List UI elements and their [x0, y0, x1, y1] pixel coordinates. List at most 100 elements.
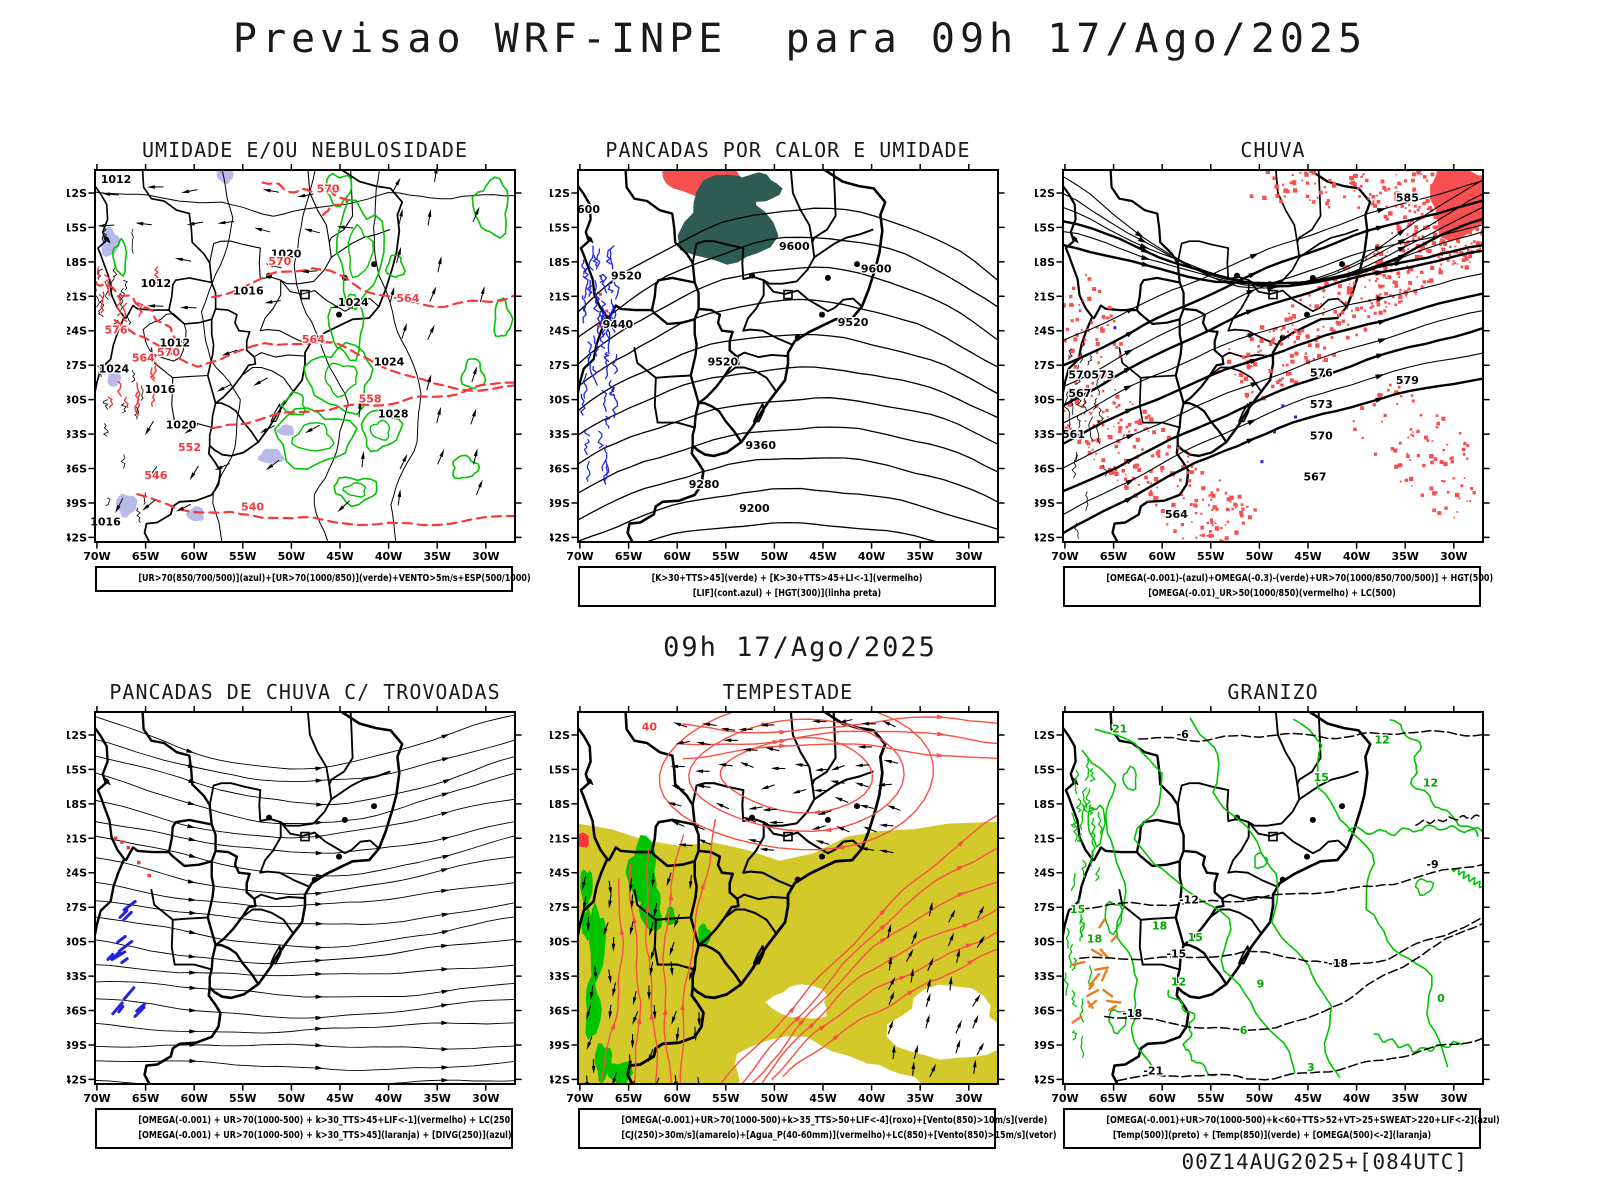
svg-text:45W: 45W [809, 1092, 836, 1105]
svg-text:42S: 42S [550, 531, 570, 544]
svg-text:55W: 55W [712, 550, 739, 563]
panel-title-chuva: CHUVA [1240, 138, 1306, 162]
svg-text:21S: 21S [67, 832, 87, 845]
svg-text:576: 576 [105, 324, 128, 337]
svg-text:-15: -15 [1166, 948, 1186, 961]
svg-text:18: 18 [1087, 933, 1102, 946]
svg-text:42S: 42S [67, 531, 87, 544]
svg-text:3: 3 [1307, 1061, 1315, 1074]
svg-text:35W: 35W [906, 550, 933, 563]
caption-line: [OMEGA(-0.001)+UR>70(1000-500)+k>35_TTS>… [621, 1115, 1048, 1126]
svg-text:30W: 30W [472, 550, 499, 563]
svg-text:42S: 42S [67, 1073, 87, 1086]
svg-text:546: 546 [144, 469, 167, 482]
svg-text:-18: -18 [1328, 957, 1348, 970]
svg-text:570: 570 [1068, 368, 1091, 381]
svg-text:12S: 12S [67, 187, 87, 200]
run-info-label: 00Z14AUG2025+[084UTC] [1181, 1150, 1468, 1174]
weather-map-umidade: 1012 1020 1016 1012 1012 1016 1020 1024 1024 1028… [67, 164, 522, 563]
svg-text:15S: 15S [550, 763, 570, 776]
svg-text:39S: 39S [550, 1039, 570, 1052]
svg-text:30W: 30W [955, 550, 982, 563]
svg-text:30S: 30S [67, 394, 87, 407]
svg-text:33S: 33S [1035, 428, 1055, 441]
svg-text:12S: 12S [67, 729, 87, 742]
svg-text:1024: 1024 [338, 296, 369, 309]
svg-text:39S: 39S [1035, 1039, 1055, 1052]
svg-text:36S: 36S [67, 463, 87, 476]
svg-text:36S: 36S [550, 463, 570, 476]
svg-text:65W: 65W [1100, 550, 1127, 563]
svg-text:1012: 1012 [101, 173, 132, 186]
svg-text:18S: 18S [1035, 256, 1055, 269]
svg-text:570: 570 [317, 182, 340, 195]
svg-text:564: 564 [132, 352, 155, 365]
svg-text:35W: 35W [1391, 550, 1418, 563]
svg-text:50W: 50W [1246, 550, 1273, 563]
svg-text:39S: 39S [1035, 497, 1055, 510]
svg-text:45W: 45W [326, 550, 353, 563]
svg-text:18S: 18S [67, 798, 87, 811]
svg-text:24S: 24S [67, 325, 87, 338]
svg-text:576: 576 [1310, 366, 1333, 379]
svg-text:18S: 18S [550, 798, 570, 811]
svg-text:30W: 30W [1440, 1092, 1467, 1105]
weather-map-tempestade: 40 12S 15S 18S 21S 24S 27S 30S 33S 36S 39S 42S 70W 65… [550, 706, 1005, 1105]
svg-text:1016: 1016 [233, 285, 264, 298]
svg-text:35W: 35W [423, 1092, 450, 1105]
svg-text:-9: -9 [1426, 858, 1438, 871]
caption-box-pancadas-calor: [K>30+TTS>45](verde) + [K>30+TTS>45+LI<-… [578, 566, 996, 607]
svg-text:585: 585 [1396, 192, 1419, 205]
panel-tempestade: TEMPESTADE 40 12S 15S 18S 21S 24S 27S 30S 33S 36S… [550, 680, 1057, 1149]
svg-text:45W: 45W [809, 550, 836, 563]
svg-text:1028: 1028 [378, 407, 409, 420]
weather-map-granizo: -6 -12 -15 -18 -18 -21 -9 12 15 12 21 18 15 12 9 6 3 0 15 1… [1035, 706, 1490, 1105]
panel-title-umidade: UMIDADE E/OU NEBULOSIDADE [141, 138, 469, 162]
svg-text:36S: 36S [550, 1005, 570, 1018]
svg-text:40: 40 [642, 721, 658, 734]
svg-text:573: 573 [1310, 398, 1333, 411]
svg-text:15: 15 [1314, 771, 1329, 784]
svg-text:40W: 40W [375, 550, 402, 563]
svg-text:-18: -18 [1122, 1007, 1142, 1020]
svg-text:36S: 36S [1035, 463, 1055, 476]
svg-text:27S: 27S [550, 359, 570, 372]
svg-text:24S: 24S [1035, 325, 1055, 338]
svg-text:65W: 65W [132, 550, 159, 563]
caption-box-tempestade: [OMEGA(-0.001)+UR>70(1000-500)+k>35_TTS>… [578, 1108, 1057, 1149]
svg-text:6: 6 [1240, 1024, 1248, 1037]
svg-text:55W: 55W [1197, 550, 1224, 563]
svg-text:12: 12 [1171, 975, 1186, 988]
svg-text:45W: 45W [1294, 1092, 1321, 1105]
svg-text:600: 600 [577, 203, 600, 216]
svg-text:70W: 70W [83, 550, 110, 563]
svg-text:12S: 12S [550, 729, 570, 742]
svg-text:0: 0 [1437, 992, 1445, 1005]
svg-text:40W: 40W [375, 1092, 402, 1105]
svg-text:1012: 1012 [141, 277, 172, 290]
svg-text:15: 15 [1070, 903, 1085, 916]
svg-text:55W: 55W [1197, 1092, 1224, 1105]
svg-text:65W: 65W [1100, 1092, 1127, 1105]
svg-text:21: 21 [1112, 722, 1127, 735]
caption-line: [OMEGA(-0.01)_UR>50(1000/850)(vermelho) … [1148, 588, 1396, 599]
svg-text:50W: 50W [278, 550, 305, 563]
svg-text:36S: 36S [67, 1005, 87, 1018]
svg-text:552: 552 [178, 441, 201, 454]
svg-text:33S: 33S [67, 428, 87, 441]
caption-box-chuva: [OMEGA(-0.001)-(azul)+OMEGA(-0.3)-(verde… [1063, 566, 1493, 607]
svg-text:15S: 15S [67, 763, 87, 776]
svg-text:15S: 15S [550, 221, 570, 234]
svg-text:30S: 30S [67, 936, 87, 949]
svg-text:30S: 30S [550, 394, 570, 407]
svg-text:570: 570 [157, 346, 180, 359]
svg-text:30S: 30S [1035, 936, 1055, 949]
caption-box-umidade: [UR>70(850/700/500)](azul)+[UR>70(1000/8… [95, 566, 531, 592]
svg-text:-6: -6 [1177, 728, 1190, 741]
svg-text:40W: 40W [1343, 550, 1370, 563]
svg-text:55W: 55W [712, 1092, 739, 1105]
svg-text:30S: 30S [550, 936, 570, 949]
svg-text:1020: 1020 [166, 419, 197, 432]
